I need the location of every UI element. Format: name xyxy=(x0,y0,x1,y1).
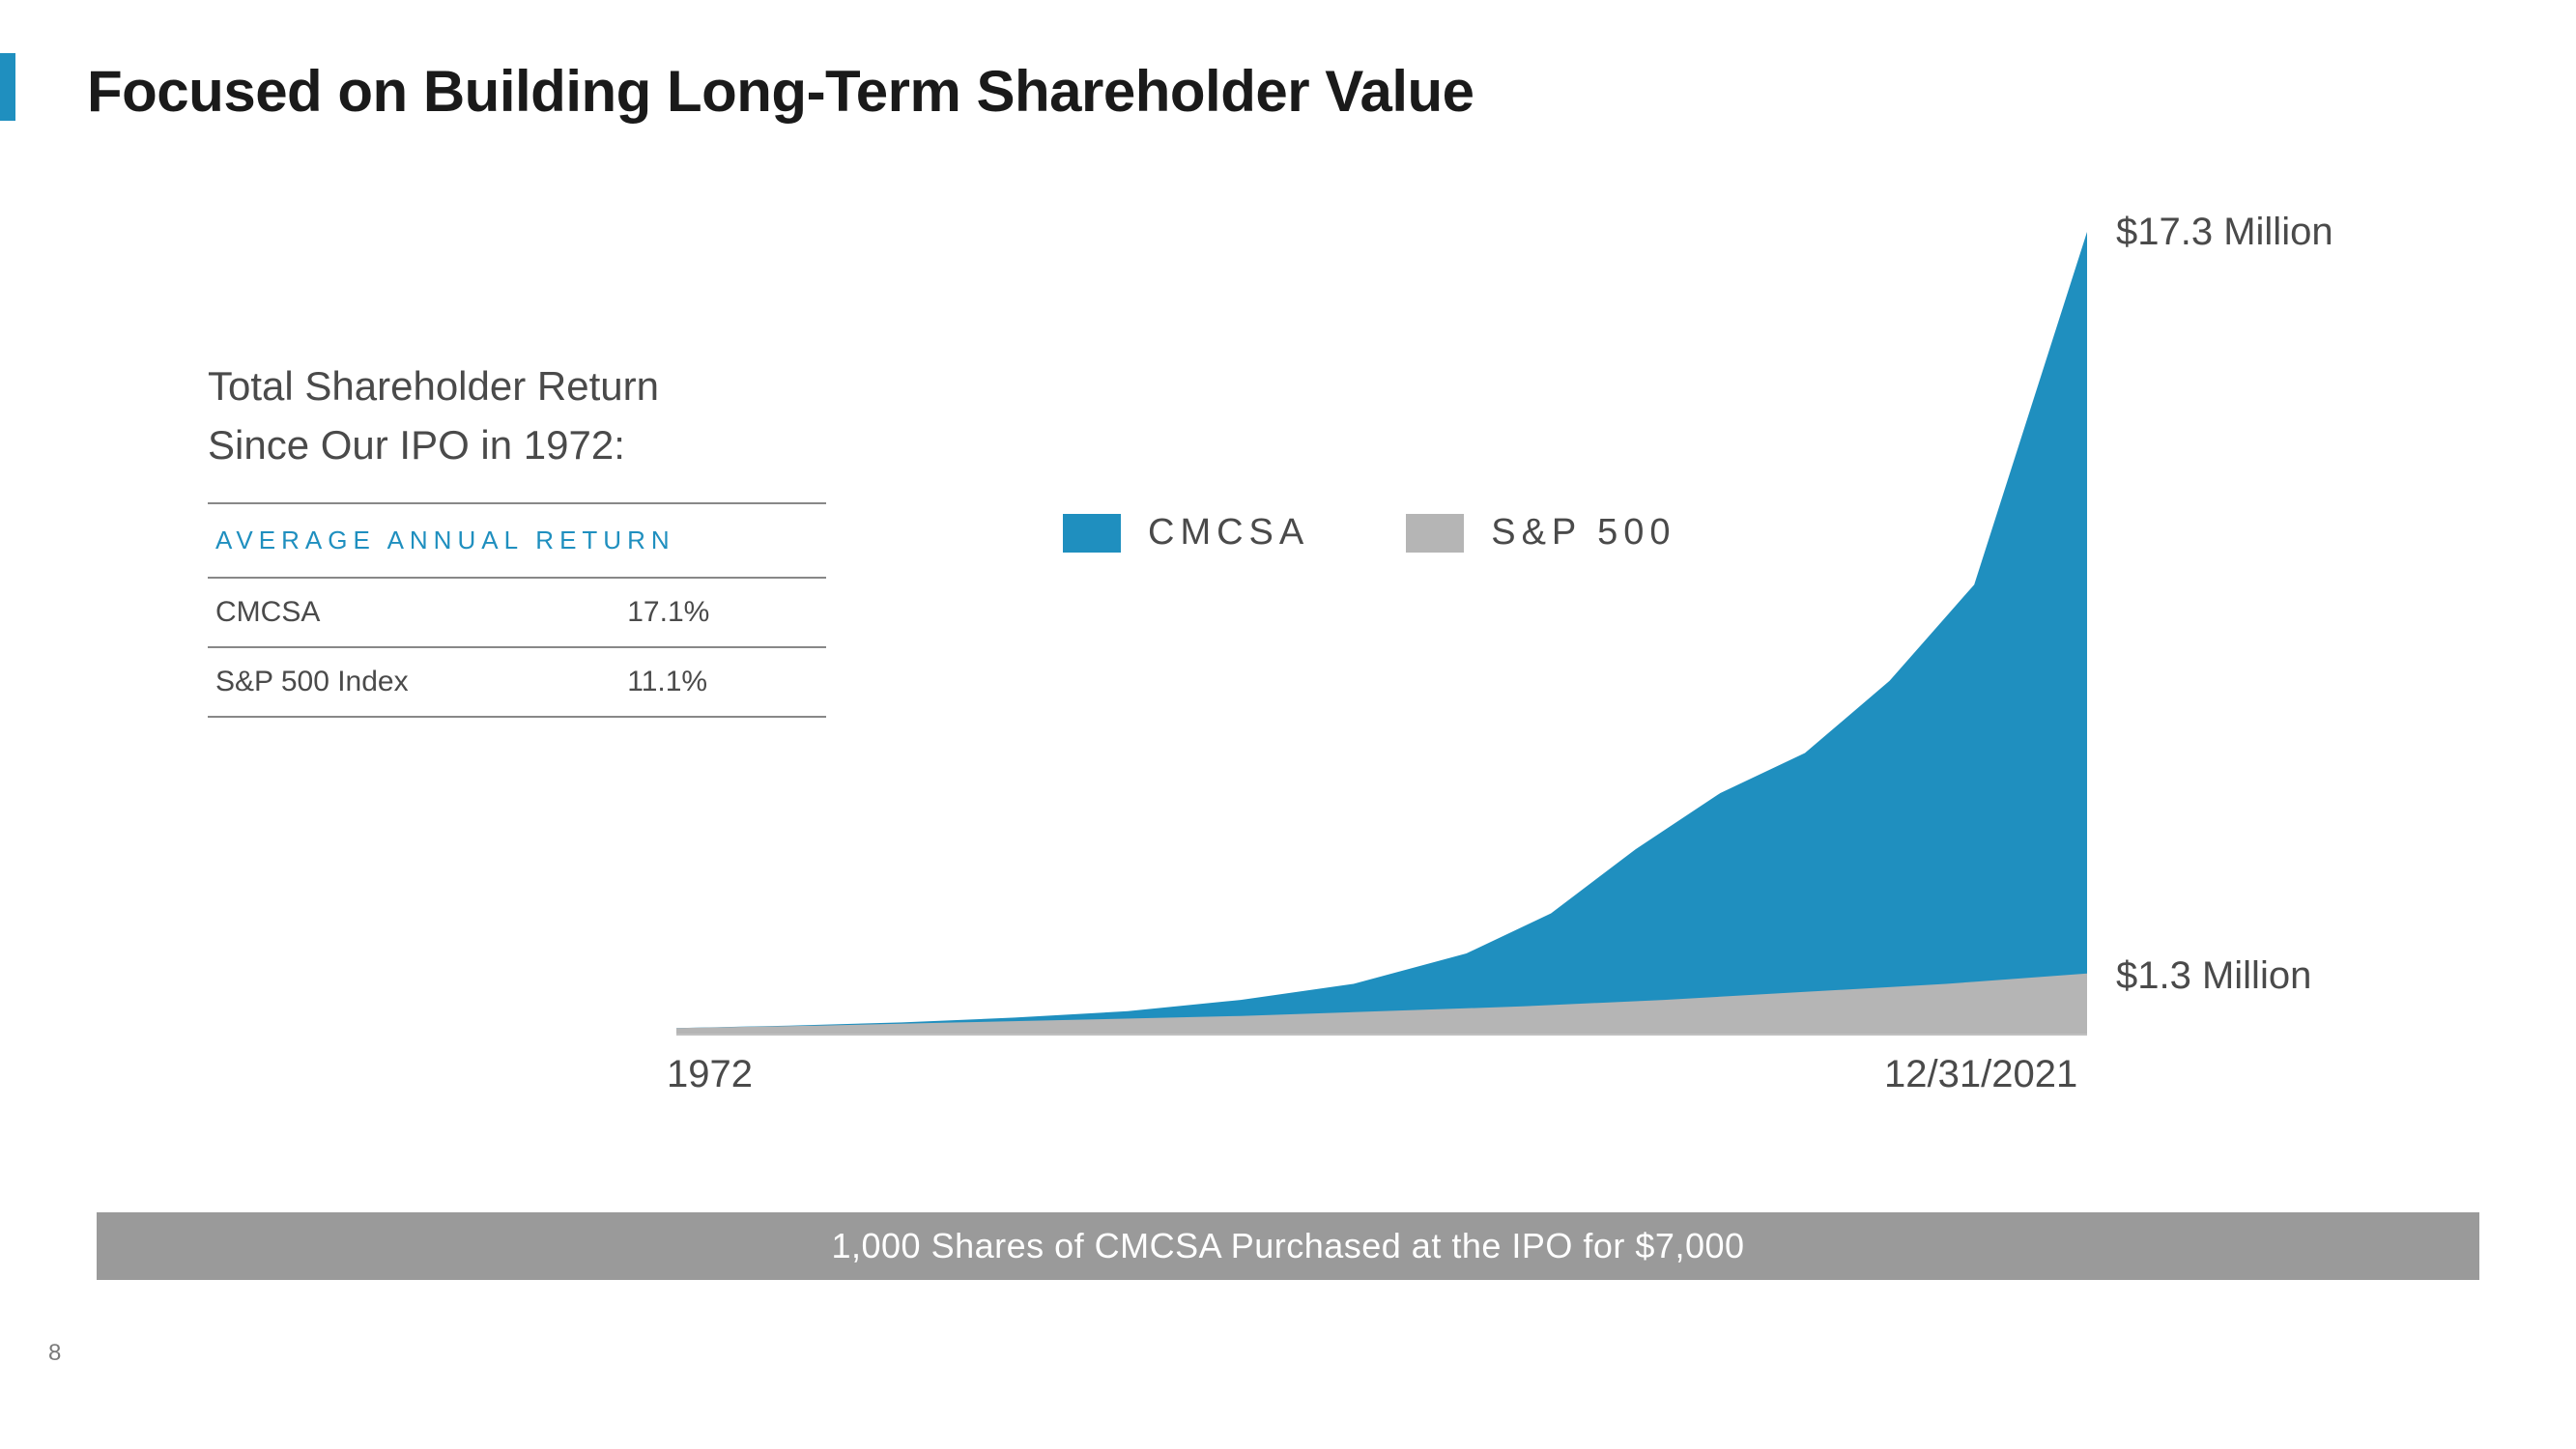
legend-item-cmcsa: CMCSA xyxy=(1063,512,1309,554)
legend-item-sp500: S&P 500 xyxy=(1406,512,1675,554)
returns-row-label: S&P 500 Index xyxy=(208,647,569,717)
returns-row-label: CMCSA xyxy=(208,578,569,647)
end-label-cmcsa: $17.3 Million xyxy=(2116,211,2333,254)
legend-label: S&P 500 xyxy=(1491,512,1675,554)
accent-bar xyxy=(0,53,15,121)
legend-swatch-cmcsa xyxy=(1063,514,1121,553)
page-number: 8 xyxy=(48,1340,61,1367)
footer-text: 1,000 Shares of CMCSA Purchased at the I… xyxy=(831,1226,1744,1266)
area-chart: CMCSA S&P 500 $17.3 Million $1.3 Million… xyxy=(657,222,2396,1092)
x-axis-start-label: 1972 xyxy=(667,1053,753,1096)
legend-swatch-sp500 xyxy=(1406,514,1464,553)
end-label-sp500: $1.3 Million xyxy=(2116,954,2311,998)
page-title: Focused on Building Long-Term Shareholde… xyxy=(87,58,1474,125)
footer-bar: 1,000 Shares of CMCSA Purchased at the I… xyxy=(97,1212,2479,1280)
chart-legend: CMCSA S&P 500 xyxy=(1063,512,1676,554)
x-axis-end-label: 12/31/2021 xyxy=(1884,1053,2077,1096)
area-cmcsa xyxy=(676,232,2087,1034)
legend-label: CMCSA xyxy=(1148,512,1309,554)
